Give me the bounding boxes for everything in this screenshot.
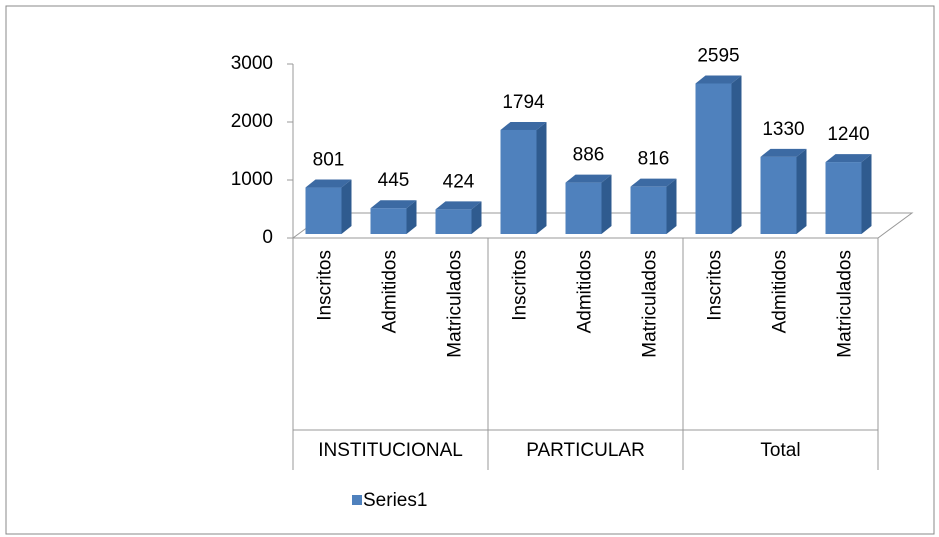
bar-side [601, 174, 612, 234]
x-tick-label: Admitidos [770, 250, 791, 333]
bar-side [796, 148, 807, 234]
bar-top [825, 154, 872, 163]
y-tick-label: 3000 [231, 53, 273, 74]
bar-side [536, 121, 547, 234]
data-label: 1330 [762, 119, 804, 140]
bar-top [370, 200, 417, 209]
data-label: 1794 [502, 92, 545, 113]
x-tick-label: Matriculados [640, 250, 661, 358]
data-label: 2595 [697, 46, 739, 67]
bar-side [341, 179, 352, 234]
x-tick-label: Admitidos [575, 250, 596, 333]
bar-top [305, 179, 352, 188]
bar [370, 208, 407, 234]
data-label: 816 [638, 149, 670, 170]
legend-swatch [352, 495, 362, 505]
bar [630, 186, 667, 234]
x-tick-label: Inscritos [510, 250, 531, 321]
x-tick-label: Inscritos [315, 250, 336, 321]
bar [760, 156, 797, 234]
y-tick-label: 1000 [231, 169, 273, 190]
data-label: 424 [443, 171, 475, 192]
data-label: 445 [378, 170, 410, 191]
x-tick-label: Inscritos [705, 250, 726, 321]
x-tick-label: Admitidos [380, 250, 401, 333]
x-tick-label: Matriculados [445, 250, 466, 358]
bar-top [565, 174, 612, 183]
y-tick-label: 0 [262, 227, 273, 248]
bar [825, 162, 862, 234]
bar-side [406, 200, 417, 234]
bar-top [760, 148, 807, 157]
group-label: INSTITUCIONAL [318, 440, 463, 461]
y-tick-label: 2000 [231, 111, 273, 132]
bar [565, 182, 602, 234]
bar-top [435, 201, 482, 210]
data-label: 1240 [827, 124, 869, 145]
bar [305, 187, 342, 234]
bar-side [666, 178, 677, 234]
bar-top [630, 178, 677, 187]
bar-top [500, 121, 547, 130]
data-label: 801 [313, 150, 345, 171]
x-tick-label: Matriculados [835, 250, 856, 358]
legend-label: Series1 [363, 490, 427, 511]
bar [435, 209, 472, 234]
bar-side [471, 201, 482, 234]
group-label: Total [760, 440, 800, 461]
bar [500, 129, 537, 234]
bar [695, 83, 732, 235]
data-label: 886 [573, 145, 605, 166]
chart-border [5, 5, 935, 535]
bar-side [731, 75, 742, 235]
group-label: PARTICULAR [526, 440, 645, 461]
bar-side [861, 154, 872, 234]
bar-top [695, 75, 742, 84]
